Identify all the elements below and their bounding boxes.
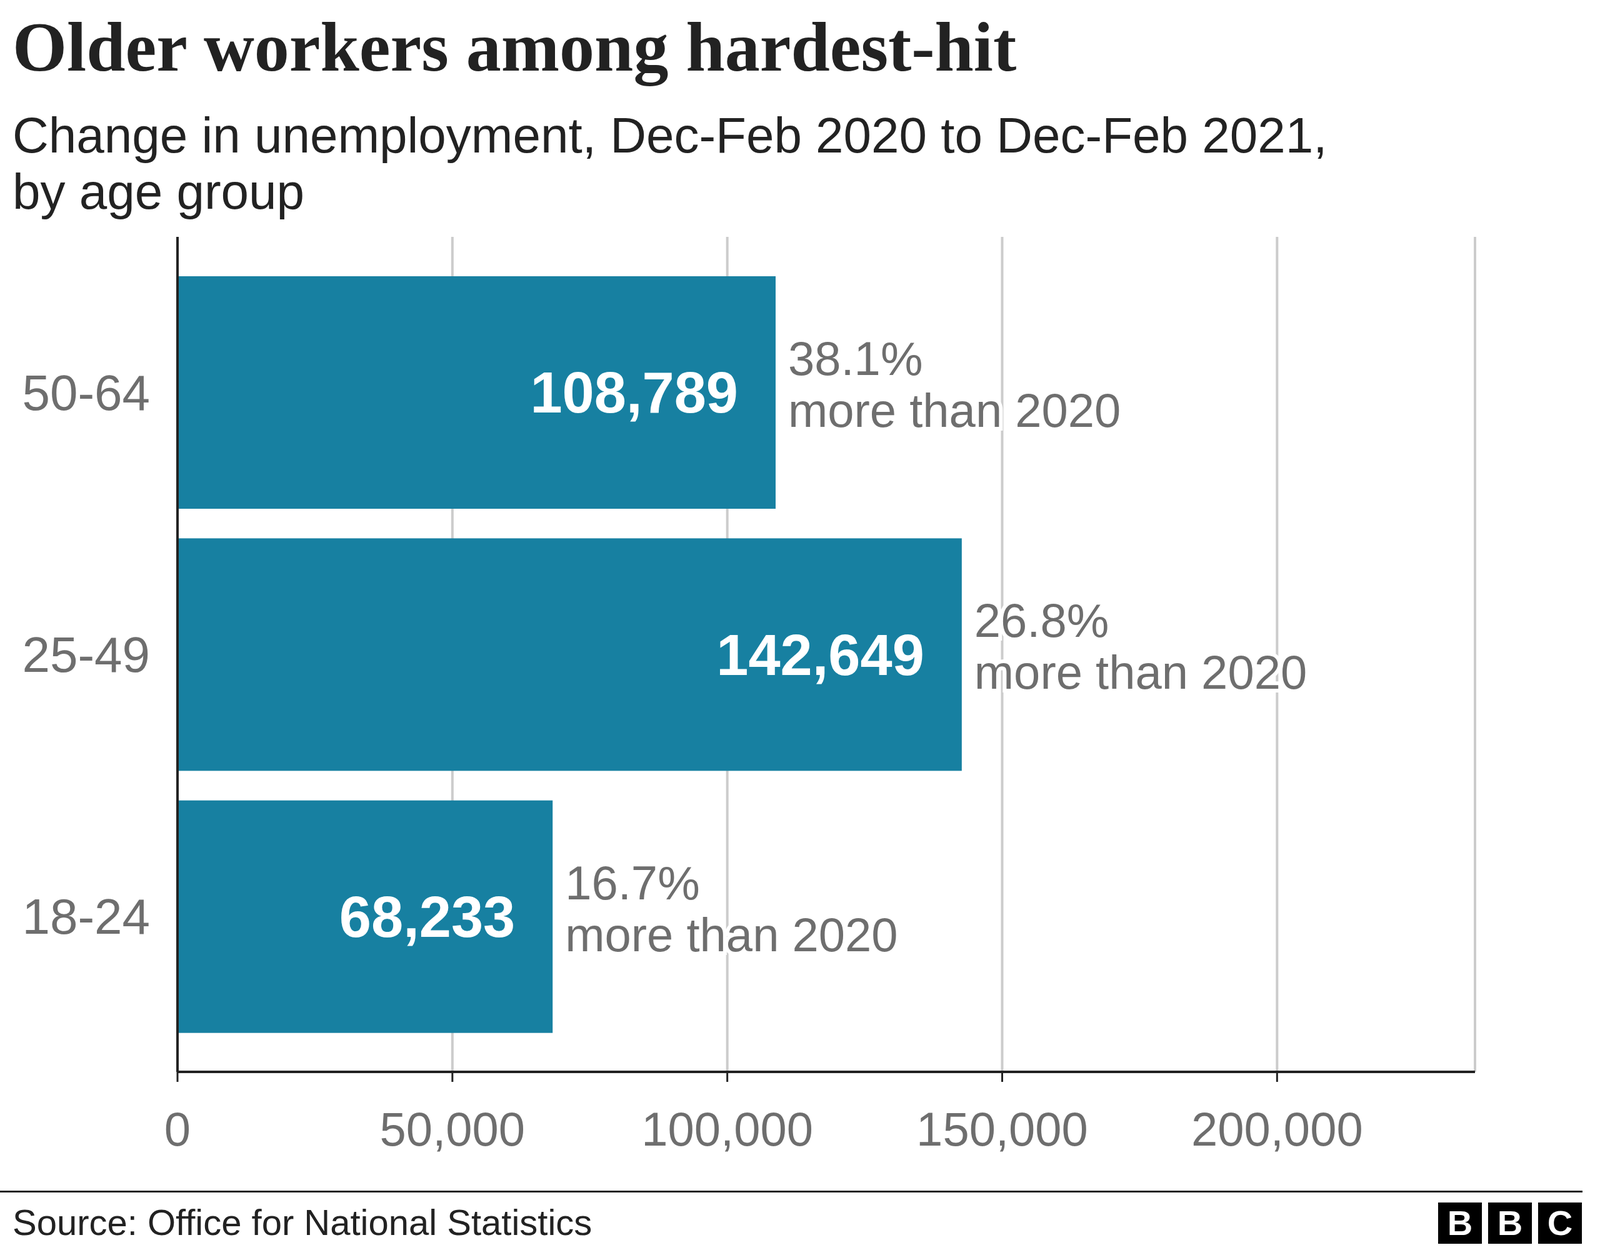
html-text:B: B: [1497, 1203, 1523, 1243]
html-text:Source: Office for National St: Source: Office for National Statistics: [12, 1201, 593, 1243]
svg-text:68,233: 68,233: [339, 885, 515, 949]
svg-text:142,649: 142,649: [716, 623, 925, 687]
svg-text:50,000: 50,000: [380, 1102, 525, 1156]
html-text:B: B: [1447, 1203, 1473, 1243]
svg-text:16.7%more than 2020: 16.7%more than 2020: [565, 856, 898, 962]
html-text:by age group: by age group: [12, 163, 305, 220]
svg-text:38.1%more than 2020: 38.1%more than 2020: [788, 331, 1121, 437]
svg-text:25-49: 25-49: [21, 626, 150, 683]
svg-text:200,000: 200,000: [1191, 1102, 1364, 1156]
html-text:Change in unemployment, Dec-Fe: Change in unemployment, Dec-Feb 2020 to …: [12, 107, 1328, 164]
svg-text:26.8%more than 2020: 26.8%more than 2020: [974, 593, 1307, 699]
html-text:Older workers among hardest-hi: Older workers among hardest-hit: [12, 8, 1017, 86]
svg-text:50-64: 50-64: [21, 365, 150, 421]
html-text:C: C: [1547, 1203, 1573, 1243]
svg-text:0: 0: [164, 1102, 191, 1156]
svg-text:100,000: 100,000: [641, 1102, 814, 1156]
svg-text:18-24: 18-24: [21, 888, 150, 945]
svg-text:150,000: 150,000: [916, 1102, 1089, 1156]
svg-text:108,789: 108,789: [530, 360, 739, 425]
